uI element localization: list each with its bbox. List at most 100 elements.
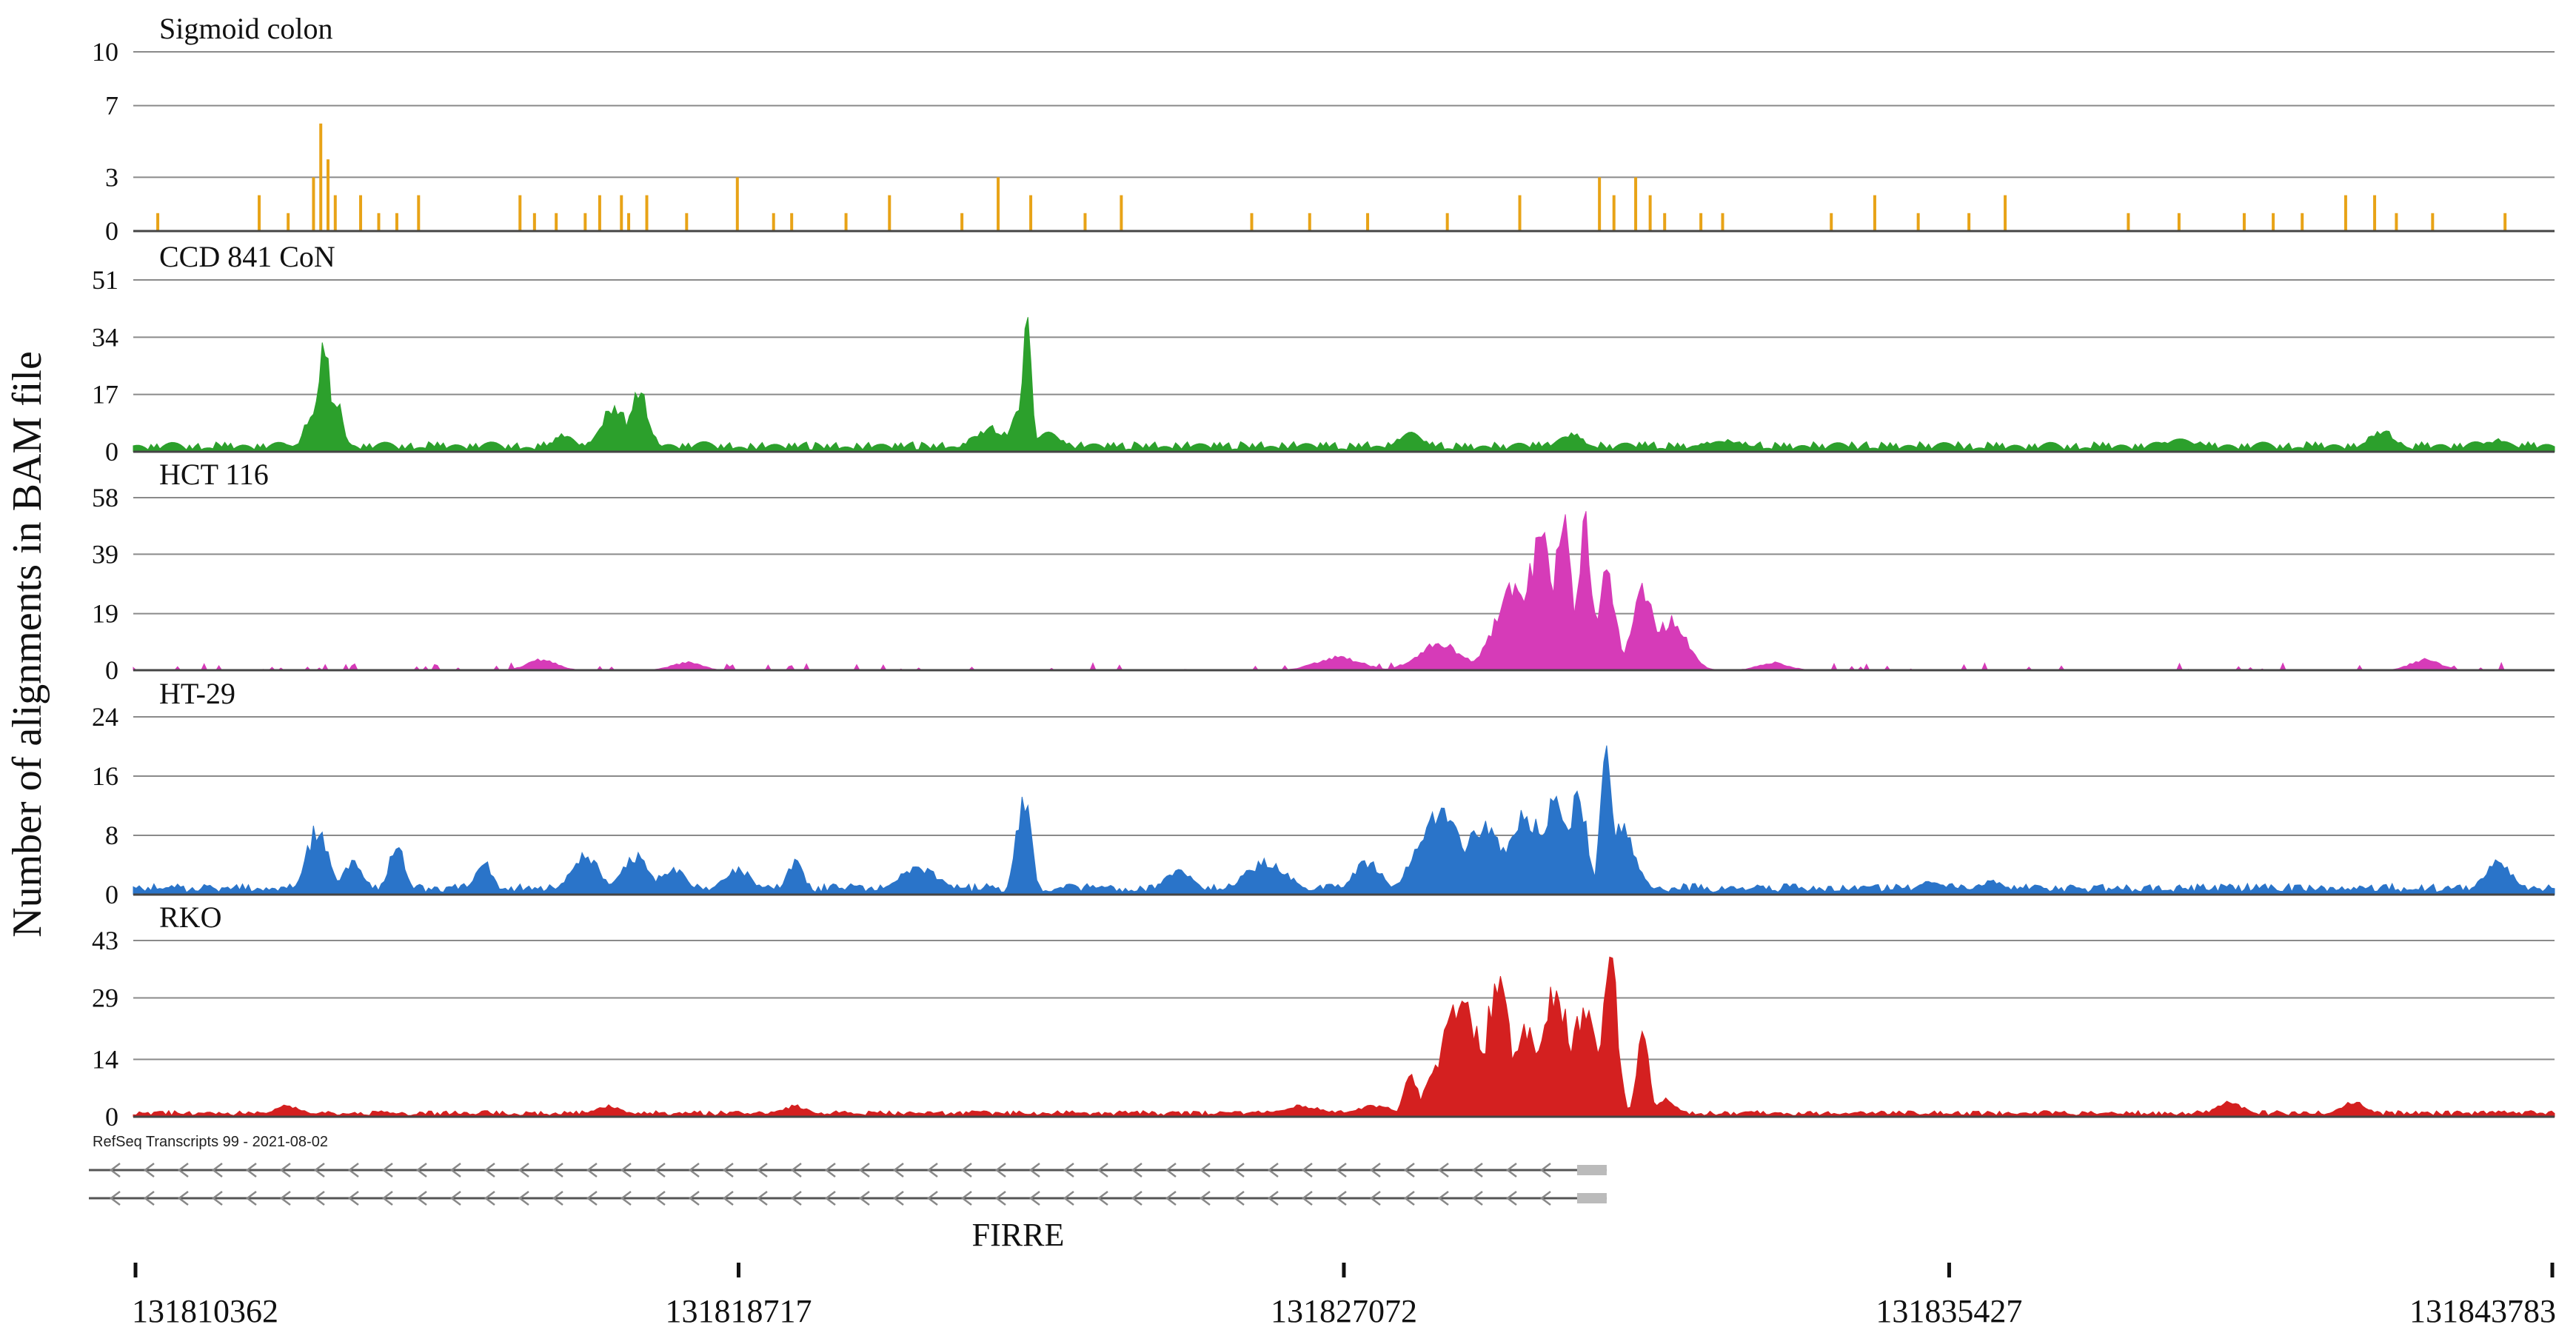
track-name-rko: RKO	[159, 901, 221, 934]
strand-arrow	[688, 1191, 700, 1206]
coverage-spike	[156, 213, 160, 231]
coverage-spike	[2177, 213, 2181, 231]
strand-arrow	[892, 1163, 904, 1177]
coverage-spike	[1308, 213, 1311, 231]
track-name-ht-29: HT-29	[159, 677, 235, 710]
strand-arrow	[1539, 1163, 1551, 1177]
coverage-spike	[1083, 213, 1087, 231]
track-ht-29: 0 8 16 24 HT-29	[92, 677, 2555, 909]
y-tick-label: 7	[105, 91, 118, 121]
coverage-spike	[1120, 195, 1123, 231]
strand-arrow	[347, 1163, 359, 1177]
coverage-spike	[2344, 195, 2347, 231]
strand-arrow	[722, 1191, 734, 1206]
strand-arrow	[1028, 1191, 1040, 1206]
y-axis-label: Number of alignments in BAM file	[4, 351, 50, 938]
strand-arrow	[1505, 1163, 1517, 1177]
strand-arrow	[586, 1191, 598, 1206]
y-tick-label: 0	[105, 1102, 118, 1132]
strand-arrow	[109, 1163, 121, 1177]
coverage-spike	[312, 177, 315, 231]
strand-arrow	[1369, 1163, 1381, 1177]
coverage-spike	[2127, 213, 2130, 231]
coverage-spike	[555, 213, 558, 231]
coverage-spike	[735, 177, 739, 231]
strand-arrow	[1403, 1163, 1415, 1177]
coverage-area	[133, 745, 2555, 895]
y-tick-label: 10	[92, 37, 118, 67]
strand-arrow	[177, 1163, 189, 1177]
strand-arrow	[415, 1191, 427, 1206]
track-sigmoid-colon: 0 3 7 10 Sigmoid colon	[92, 12, 2555, 246]
strand-arrow	[143, 1163, 155, 1177]
coverage-spike	[1612, 195, 1616, 231]
coverage-spike	[997, 177, 1000, 231]
strand-arrow	[1199, 1163, 1211, 1177]
strand-arrow	[756, 1191, 768, 1206]
coverage-spike	[583, 213, 587, 231]
coverage-spike	[1830, 213, 1833, 231]
coverage-spike	[888, 195, 891, 231]
strand-arrow	[1267, 1191, 1279, 1206]
strand-arrow	[347, 1191, 359, 1206]
coverage-spike	[2272, 213, 2275, 231]
coverage-spike	[1967, 213, 1971, 231]
strand-arrow	[824, 1191, 836, 1206]
strand-arrow	[1301, 1163, 1313, 1177]
coverage-spike	[1445, 213, 1449, 231]
y-tick-label: 16	[92, 761, 118, 791]
strand-arrow	[143, 1191, 155, 1206]
strand-arrow	[381, 1163, 393, 1177]
coverage-spike	[1663, 213, 1667, 231]
coverage-spike	[395, 213, 398, 231]
coverage-spike	[319, 123, 323, 231]
x-tick-label: 131827072	[1271, 1293, 1417, 1329]
y-tick-label: 29	[92, 983, 118, 1012]
coverage-spike	[2395, 213, 2398, 231]
track-name-ccd-841-con: CCD 841 CoN	[159, 240, 335, 273]
strand-arrow	[620, 1191, 632, 1206]
coverage-spike	[518, 195, 522, 231]
coverage-spike	[844, 213, 848, 231]
strand-arrow	[756, 1163, 768, 1177]
strand-arrow	[449, 1163, 461, 1177]
strand-arrow	[858, 1191, 870, 1206]
strand-arrow	[926, 1163, 938, 1177]
strand-arrow	[177, 1191, 189, 1206]
y-tick-label: 3	[105, 162, 118, 192]
strand-arrow	[1063, 1163, 1074, 1177]
coverage-spike	[1916, 213, 1920, 231]
coverage-spike	[1721, 213, 1724, 231]
strand-arrow	[994, 1163, 1006, 1177]
strand-arrow	[1437, 1163, 1449, 1177]
coverage-spike	[1518, 195, 1522, 231]
strand-arrow	[960, 1191, 972, 1206]
strand-arrow	[926, 1191, 938, 1206]
coverage-spike	[2301, 213, 2304, 231]
strand-arrow	[960, 1163, 972, 1177]
transcript-exon	[1576, 1165, 1607, 1175]
track-name-hct-116: HCT 116	[159, 458, 269, 491]
strand-arrow	[1063, 1191, 1074, 1206]
coverage-spike	[627, 213, 631, 231]
strand-arrow	[449, 1191, 461, 1206]
strand-arrow	[313, 1191, 325, 1206]
coverage-spike	[532, 213, 536, 231]
coverage-spike	[359, 195, 363, 231]
strand-arrow	[994, 1191, 1006, 1206]
annotation-track-label: RefSeq Transcripts 99 - 2021-08-02	[93, 1134, 328, 1150]
strand-arrow	[1131, 1163, 1143, 1177]
coverage-spike	[685, 213, 689, 231]
coverage-spike	[1699, 213, 1703, 231]
track-hct-116: 0 19 39 58 HCT 116	[92, 458, 2555, 685]
strand-arrow	[586, 1163, 598, 1177]
coverage-spike	[1634, 177, 1638, 231]
strand-arrow	[1437, 1191, 1449, 1206]
y-tick-label: 0	[105, 216, 118, 246]
strand-arrow	[790, 1163, 802, 1177]
coverage-spike	[1873, 195, 1876, 231]
strand-arrow	[1097, 1191, 1108, 1206]
track-name-sigmoid-colon: Sigmoid colon	[159, 12, 332, 45]
strand-arrow	[688, 1163, 700, 1177]
